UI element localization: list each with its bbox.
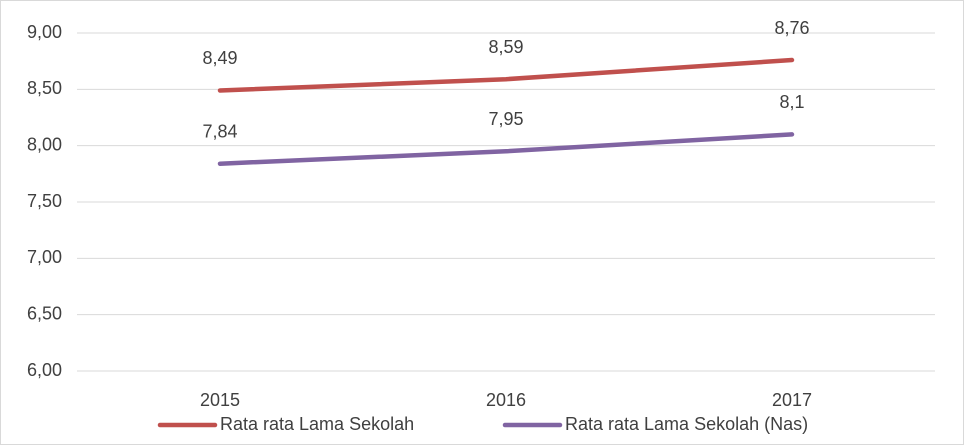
y-tick-label: 6,50 [27, 303, 62, 323]
y-tick-label: 7,50 [27, 191, 62, 211]
data-label: 8,49 [202, 48, 237, 68]
y-tick-label: 8,00 [27, 134, 62, 154]
y-tick-label: 9,00 [27, 22, 62, 42]
data-label: 7,84 [202, 121, 237, 141]
data-label: 8,1 [779, 92, 804, 112]
data-label: 7,95 [488, 109, 523, 129]
x-tick-label: 2016 [486, 390, 526, 410]
x-tick-label: 2017 [772, 390, 812, 410]
y-tick-label: 6,00 [27, 360, 62, 380]
legend-label: Rata rata Lama Sekolah [220, 414, 414, 434]
series-line [217, 57, 795, 93]
data-label: 8,59 [488, 37, 523, 57]
y-tick-label: 7,00 [27, 247, 62, 267]
legend-label: Rata rata Lama Sekolah (Nas) [565, 414, 808, 434]
x-tick-label: 2015 [200, 390, 240, 410]
data-label: 8,76 [774, 18, 809, 38]
y-tick-label: 8,50 [27, 78, 62, 98]
series-line [217, 132, 795, 166]
